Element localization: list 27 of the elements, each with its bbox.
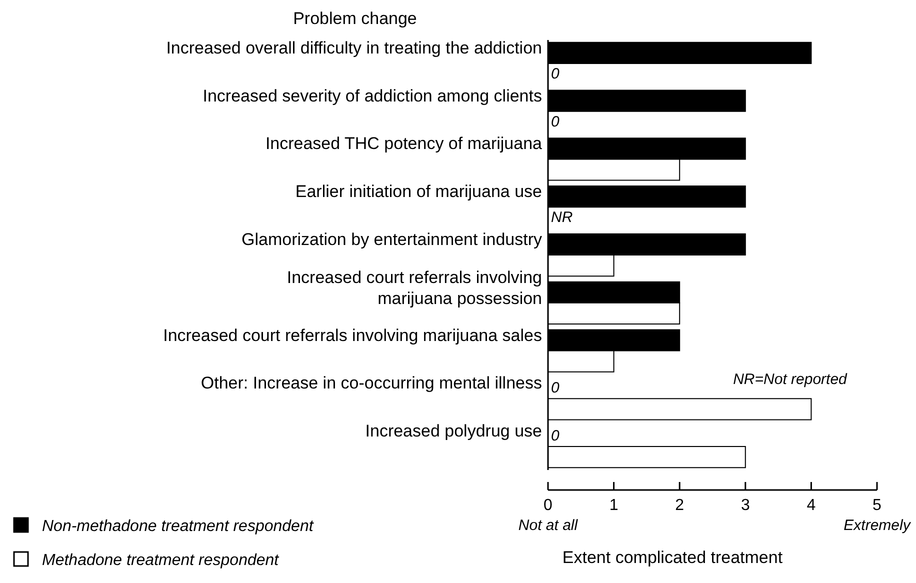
y-tick-label: Increased polydrug use bbox=[365, 422, 542, 441]
legend-label: Methadone treatment respondent bbox=[42, 552, 280, 569]
x-tick-label: 0 bbox=[544, 497, 553, 514]
x-tick-label: 2 bbox=[675, 497, 684, 514]
x-tick-label: 5 bbox=[872, 497, 882, 514]
text: Not at all bbox=[518, 517, 578, 534]
text: NR bbox=[551, 209, 573, 226]
y-tick-label: Increased court referrals involving marijuana sales bbox=[163, 326, 542, 345]
data-label: 0 bbox=[551, 428, 560, 444]
y-tick-label: Increased severity of addiction among clients bbox=[202, 86, 542, 106]
y-tick-label: Increased THC potency of marijuana bbox=[265, 134, 543, 154]
y-tick-label: Increased court referrals involving marijuana possession bbox=[286, 268, 542, 308]
x-tick-label: 3 bbox=[740, 497, 750, 514]
annotation: NR=Not reported bbox=[733, 371, 848, 388]
text: Extremely bbox=[844, 517, 912, 534]
data-label: 0 bbox=[551, 66, 560, 82]
y-tick-label: Glamorization by entertainment industry bbox=[242, 230, 542, 249]
y-tick-label: Earlier initiation of marijuana use bbox=[295, 182, 542, 202]
x-axis-title: Extent complicated treatment bbox=[562, 548, 783, 567]
data-label: 0 bbox=[551, 380, 560, 397]
x-tick-label: 1 bbox=[609, 497, 618, 514]
y-tick-label: Other: Increase in co-occurring mental illness bbox=[200, 374, 542, 393]
data-label: 0 bbox=[551, 113, 560, 130]
x-tick-label: 4 bbox=[806, 497, 816, 514]
legend-label: Non-methadone treatment respondent bbox=[42, 518, 314, 535]
y-tick-label: Increased overall difficulty in treating the addiction bbox=[166, 38, 542, 58]
y-axis-title: Problem change bbox=[293, 9, 417, 28]
